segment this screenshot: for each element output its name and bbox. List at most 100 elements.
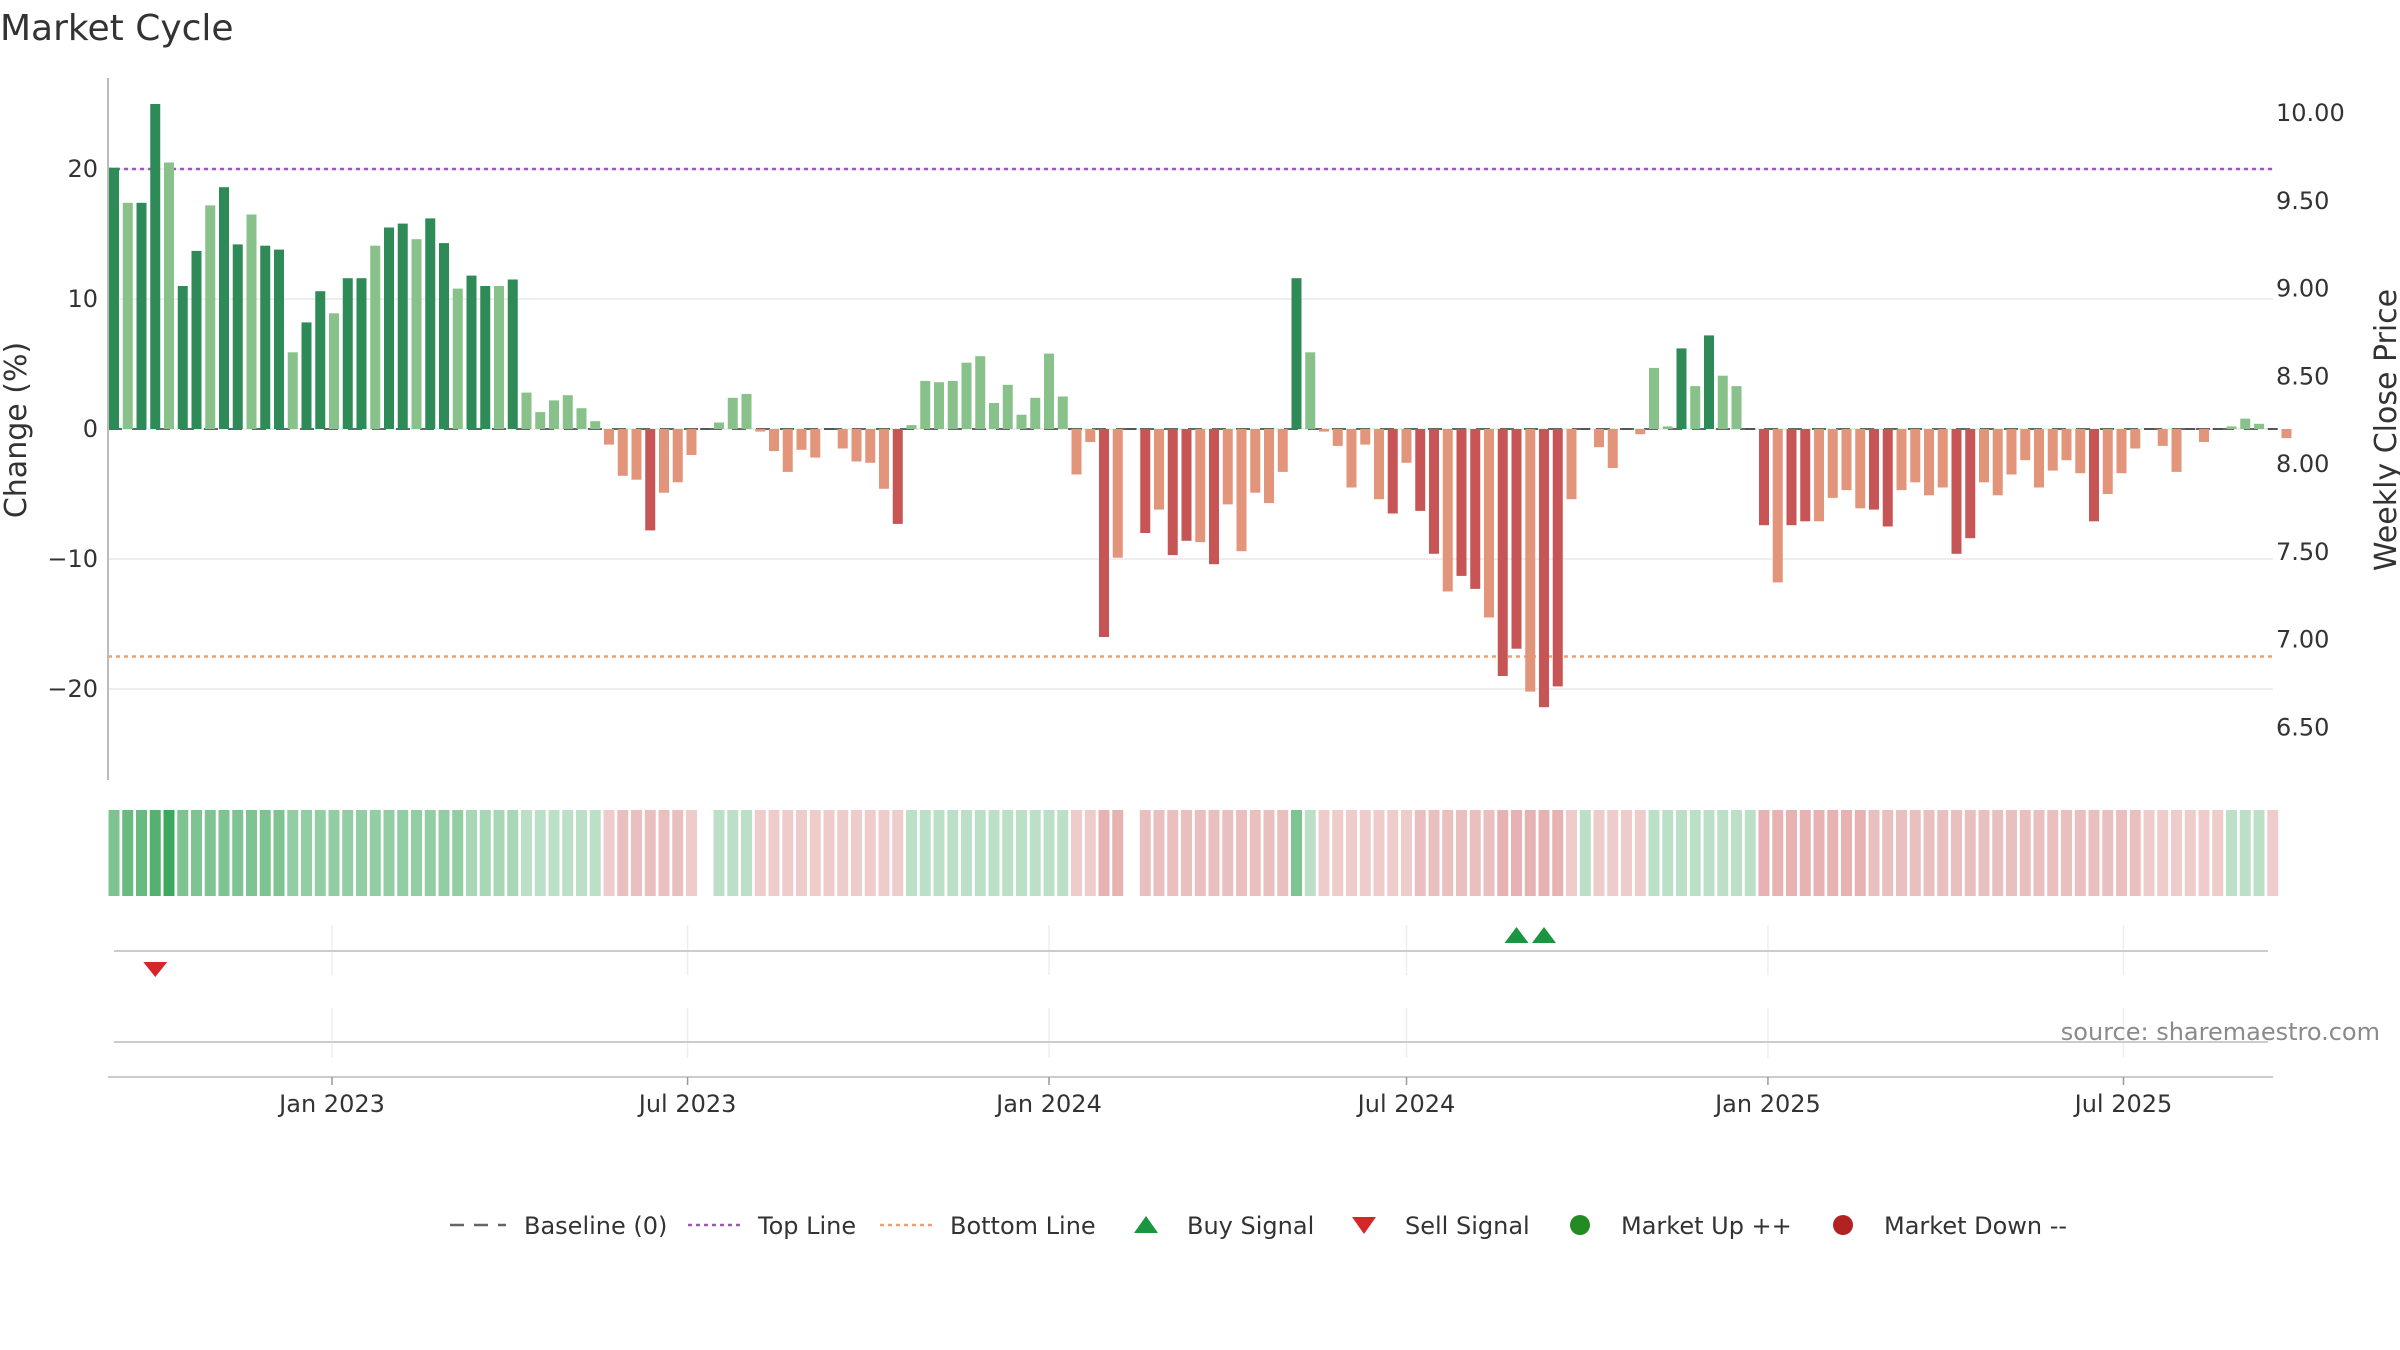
heat-band-cell — [644, 810, 656, 896]
change-bar — [604, 429, 614, 445]
heat-band-cell — [1071, 810, 1082, 896]
change-bar — [1222, 429, 1233, 505]
heat-band-cell — [287, 810, 299, 896]
change-bar — [1676, 348, 1687, 429]
change-bar — [2199, 429, 2209, 442]
heat-band-cell — [878, 810, 890, 896]
change-bar — [865, 429, 876, 463]
change-bar — [631, 429, 642, 480]
left-tick-label: 20 — [67, 155, 98, 183]
change-bar — [1140, 429, 1151, 533]
change-bar — [659, 429, 669, 493]
change-bar — [466, 275, 477, 429]
heat-band-cell — [328, 810, 340, 896]
heat-band-cell — [452, 810, 464, 896]
heat-band-cell — [273, 810, 285, 896]
change-bar — [1525, 429, 1536, 692]
heat-band-cell — [1552, 810, 1564, 896]
change-bar — [1731, 386, 1742, 429]
heat-band-cell — [741, 810, 752, 896]
heat-band-cell — [149, 810, 161, 896]
heat-band-cell — [369, 810, 381, 896]
x-tick-label: Jan 2025 — [1713, 1090, 1821, 1118]
heat-band-cell — [2267, 810, 2279, 896]
heat-band-cell — [1882, 810, 1894, 896]
change-bar — [1291, 278, 1302, 429]
change-bar — [2061, 429, 2072, 461]
heat-band-cell — [1236, 810, 1247, 896]
change-bar — [232, 244, 243, 429]
change-bar — [1429, 429, 1439, 554]
left-tick-label: 10 — [67, 285, 98, 313]
heat-band-cell — [2253, 810, 2265, 896]
change-bar — [1497, 429, 1508, 676]
heat-band-cell — [2074, 810, 2086, 896]
change-bar — [1717, 375, 1728, 429]
change-bar — [934, 382, 944, 429]
heat-band-cell — [2171, 810, 2182, 896]
change-bar — [1387, 429, 1398, 514]
axes: 20 10 0 −10 −20 10.00 9.50 9.00 8.50 8.00 7.50 7.00… — [47, 78, 2345, 780]
legend-sell-swatch — [1352, 1217, 1376, 1234]
change-bar — [507, 279, 518, 429]
change-bar — [2157, 429, 2168, 446]
heat-band-cell — [1511, 810, 1522, 896]
heat-band-cell — [1263, 810, 1275, 896]
change-bar — [686, 429, 697, 455]
change-bar — [287, 352, 298, 429]
change-bar — [1016, 414, 1027, 429]
change-bar — [1580, 428, 1591, 430]
change-bar — [645, 429, 656, 531]
change-bar — [1264, 429, 1274, 504]
heat-band-cell — [314, 810, 326, 896]
heat-band-cell — [713, 810, 725, 896]
change-bar — [1456, 429, 1467, 576]
change-bar — [892, 429, 903, 524]
heat-band-cell — [136, 810, 147, 896]
heat-band-cell — [1098, 810, 1110, 896]
heat-band-cell — [754, 810, 766, 896]
heat-band-cell — [1772, 810, 1784, 896]
change-bar — [796, 429, 807, 450]
change-bar — [2212, 428, 2223, 430]
heat-band-cell — [163, 810, 175, 896]
change-bar — [1167, 429, 1178, 556]
change-bar — [122, 202, 133, 429]
heat-band-cell — [122, 810, 134, 896]
source-label: source: sharemaestro.com — [2061, 1018, 2380, 1046]
change-bar — [824, 428, 834, 430]
change-bar — [219, 187, 229, 429]
change-bar — [1346, 429, 1357, 488]
change-bar — [810, 429, 821, 458]
change-bar — [1690, 386, 1701, 429]
heat-band-cell — [1112, 810, 1124, 896]
heat-band-cell — [1909, 810, 1921, 896]
change-bar — [2034, 429, 2044, 488]
heat-band-cell — [259, 810, 271, 896]
heat-band-cell — [424, 810, 436, 896]
change-bar — [576, 408, 587, 429]
change-bar — [164, 162, 174, 429]
change-bar — [2020, 429, 2031, 461]
heat-band-cell — [2143, 810, 2155, 896]
heat-band-cell — [1799, 810, 1811, 896]
change-bar — [1594, 429, 1604, 448]
change-bar — [535, 412, 546, 429]
legend: Baseline (0) Top Line Bottom Line Buy Signa… — [450, 1212, 2067, 1240]
legend-label: Sell Signal — [1405, 1212, 1530, 1240]
right-tick-label: 10.00 — [2276, 99, 2345, 127]
heat-band-cell — [218, 810, 230, 896]
chart-title: Market Cycle — [0, 8, 234, 49]
change-bar — [1607, 429, 1618, 468]
change-bar — [425, 218, 436, 429]
right-tick-label: 6.50 — [2276, 713, 2329, 741]
change-bar — [1195, 429, 1206, 543]
heat-band-cell — [906, 810, 917, 896]
heat-band-cell — [974, 810, 986, 896]
legend-label: Bottom Line — [950, 1212, 1096, 1240]
change-bar — [975, 356, 986, 429]
heat-band-cell — [603, 810, 615, 896]
legend-dot-swatch — [1570, 1215, 1590, 1235]
heat-band-cell — [1153, 810, 1165, 896]
heat-band-cell — [548, 810, 560, 896]
